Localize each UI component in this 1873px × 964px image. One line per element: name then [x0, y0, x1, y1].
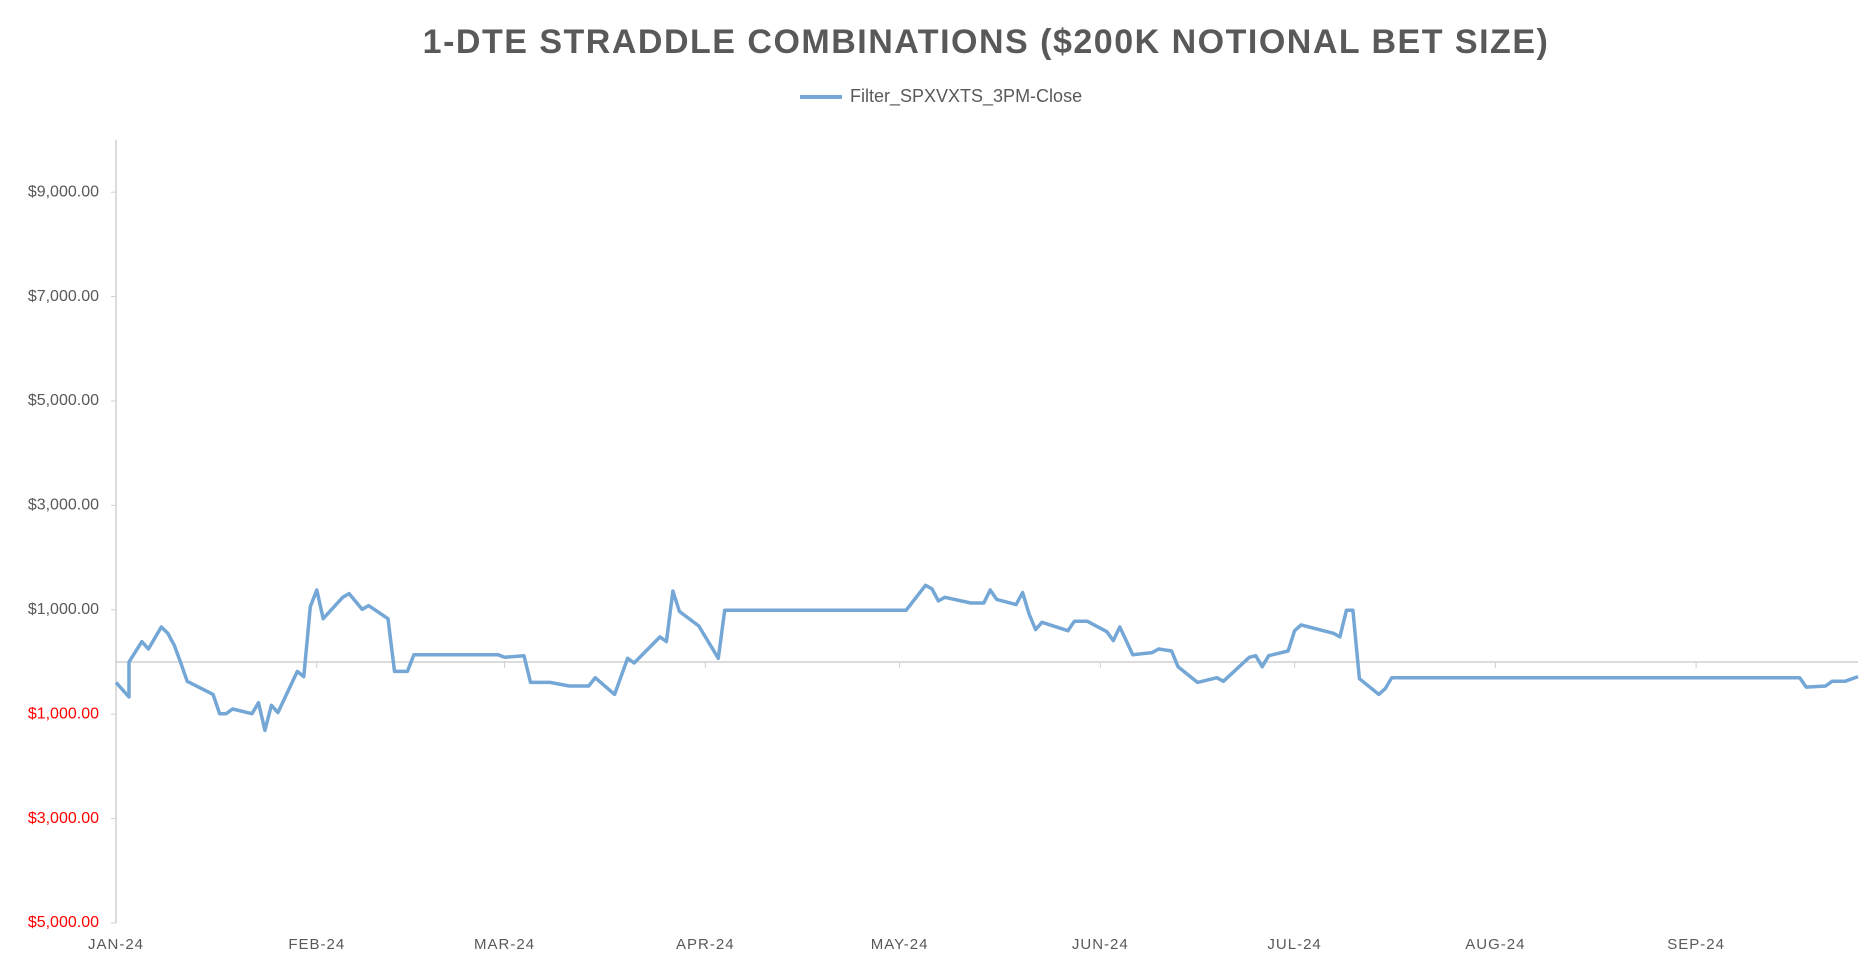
- y-tick-label: $5,000.00: [28, 914, 99, 931]
- x-tick-label: MAY-24: [871, 936, 929, 953]
- x-tick-label: SEP-24: [1667, 936, 1725, 953]
- x-tick-label: MAR-24: [474, 936, 535, 953]
- y-tick-label: $9,000.00: [28, 183, 99, 200]
- x-tick-label: AUG-24: [1465, 936, 1525, 953]
- x-tick-label: APR-24: [676, 936, 735, 953]
- x-tick-label: JAN-24: [88, 936, 144, 953]
- x-tick-label: JUN-24: [1072, 936, 1129, 953]
- y-tick-label: $1,000.00: [28, 705, 99, 722]
- y-tick-label: $3,000.00: [28, 497, 99, 514]
- x-tick-label: JUL-24: [1267, 936, 1321, 953]
- data-line: [114, 583, 1859, 733]
- y-tick-label: $7,000.00: [28, 288, 99, 305]
- x-tick-label: FEB-24: [288, 936, 345, 953]
- chart-title: 1-DTE STRADDLE COMBINATIONS ($200K NOTIO…: [423, 23, 1550, 61]
- y-tick-label: $5,000.00: [28, 392, 99, 409]
- y-tick-label: $1,000.00: [28, 601, 99, 618]
- y-tick-label: $3,000.00: [28, 810, 99, 827]
- legend-label: Filter_SPXVXTS_3PM-Close: [850, 86, 1082, 107]
